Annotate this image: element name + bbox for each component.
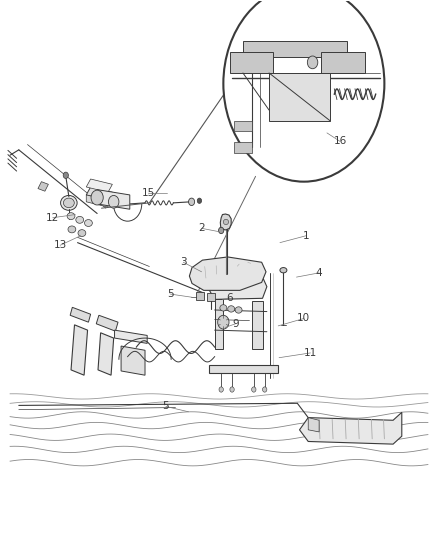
Polygon shape	[97, 190, 130, 209]
Polygon shape	[86, 187, 113, 200]
Polygon shape	[209, 365, 278, 373]
Polygon shape	[71, 325, 88, 375]
Circle shape	[230, 387, 234, 392]
Ellipse shape	[67, 213, 75, 220]
Polygon shape	[121, 346, 145, 375]
Polygon shape	[252, 301, 262, 349]
Polygon shape	[321, 52, 365, 73]
Polygon shape	[86, 179, 113, 192]
Polygon shape	[234, 142, 252, 152]
Text: 5: 5	[167, 289, 173, 299]
Text: 1: 1	[303, 231, 309, 241]
Text: 15: 15	[142, 188, 155, 198]
Ellipse shape	[223, 219, 229, 224]
Ellipse shape	[235, 307, 242, 313]
Ellipse shape	[64, 198, 74, 208]
Circle shape	[63, 172, 68, 179]
Polygon shape	[215, 300, 223, 349]
Ellipse shape	[68, 226, 76, 233]
Polygon shape	[98, 333, 114, 375]
Ellipse shape	[60, 196, 77, 211]
Ellipse shape	[76, 216, 84, 223]
Polygon shape	[300, 413, 402, 444]
Text: 16: 16	[333, 136, 346, 147]
Bar	[196, 293, 204, 301]
Circle shape	[252, 387, 256, 392]
Ellipse shape	[220, 305, 227, 311]
Text: 12: 12	[46, 213, 60, 223]
Text: 11: 11	[304, 348, 317, 358]
Circle shape	[262, 387, 267, 392]
Circle shape	[91, 190, 103, 205]
Ellipse shape	[85, 220, 92, 227]
Circle shape	[197, 198, 201, 204]
Polygon shape	[243, 41, 347, 57]
Polygon shape	[209, 273, 267, 300]
Polygon shape	[230, 52, 273, 73]
Circle shape	[188, 198, 194, 206]
Ellipse shape	[280, 268, 287, 273]
Circle shape	[223, 0, 385, 182]
Bar	[207, 293, 215, 302]
Polygon shape	[308, 418, 319, 432]
Circle shape	[219, 387, 223, 392]
Text: 13: 13	[53, 240, 67, 251]
Circle shape	[218, 316, 229, 329]
Polygon shape	[86, 195, 108, 207]
Polygon shape	[269, 73, 330, 120]
Polygon shape	[189, 257, 266, 290]
Text: 9: 9	[232, 319, 239, 329]
Text: 5: 5	[162, 401, 169, 411]
Polygon shape	[115, 330, 147, 343]
Polygon shape	[96, 316, 118, 331]
Ellipse shape	[78, 230, 86, 237]
Polygon shape	[38, 182, 48, 191]
Text: 10: 10	[297, 313, 311, 324]
Text: 2: 2	[198, 223, 205, 233]
Circle shape	[109, 196, 119, 208]
Polygon shape	[70, 308, 91, 322]
Circle shape	[307, 56, 318, 69]
Polygon shape	[234, 120, 252, 131]
Text: 3: 3	[180, 257, 187, 267]
Circle shape	[219, 227, 224, 233]
Text: 6: 6	[226, 293, 233, 303]
Text: 4: 4	[316, 268, 322, 278]
Ellipse shape	[228, 306, 235, 312]
Polygon shape	[220, 214, 231, 230]
